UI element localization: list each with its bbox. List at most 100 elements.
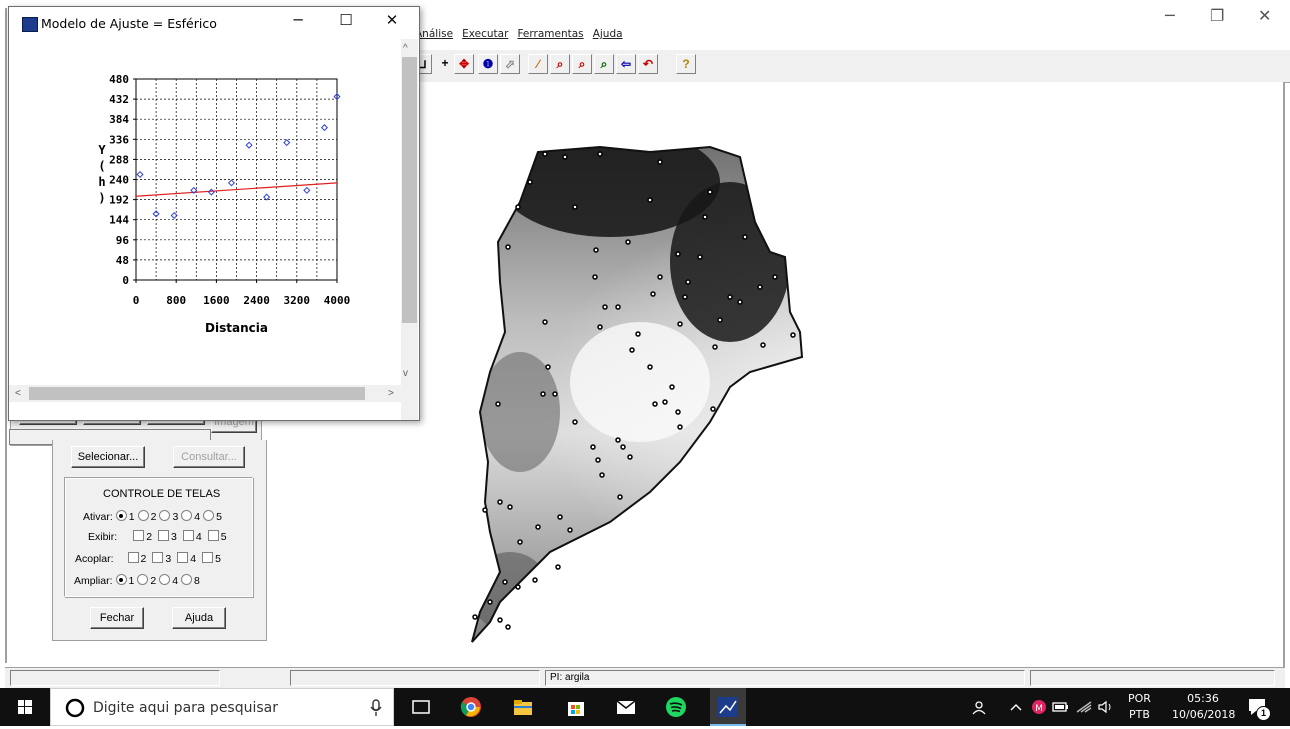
y-tick-label: 192 [109,194,129,207]
checkbox-acoplar-3[interactable] [152,552,164,563]
search-box[interactable]: Digite aqui para pesquisar [50,688,394,726]
checkbox-exibir-4[interactable] [182,530,194,541]
checkbox-acoplar-5[interactable] [202,552,214,563]
battery-icon[interactable] [1050,696,1072,718]
x-tick-label: 800 [166,294,186,307]
frame-title: CONTROLE DE TELAS [103,488,221,500]
crosshair-icon[interactable]: + [441,56,449,70]
y-axis-label: h [98,175,105,189]
exibir-row: Exibir: 2 3 4 5 [88,530,227,543]
mail-icon[interactable] [615,696,637,718]
spotify-icon[interactable] [665,696,687,718]
map-canvas[interactable] [410,82,1285,667]
zoom-in-icon[interactable]: ⌕ [550,54,570,74]
select-button[interactable]: Selecionar... [71,446,145,468]
maximize-icon[interactable]: ☐ [339,11,353,29]
radio-ativar-3[interactable] [159,510,171,521]
panel-help-button[interactable]: Ajuda [172,607,226,629]
notification-center[interactable]: 1 [1246,696,1271,721]
menu-ajuda[interactable]: Ajuda [592,28,623,40]
horizontal-scroll-thumb[interactable] [29,387,365,400]
radio-ampliar-4[interactable] [159,574,171,585]
scroll-left-icon[interactable]: < [15,388,21,399]
fit-model-dialog: Modelo de Ajuste = Esférico ─ ☐ ✕ 0 800 16… [8,6,420,421]
query-button[interactable]: Consultar... [173,446,245,468]
start-button[interactable] [0,688,50,726]
store-icon[interactable] [565,696,587,718]
checkbox-exibir-2[interactable] [133,530,145,541]
chrome-icon[interactable] [460,696,482,718]
checkbox-label: 2 [146,531,153,543]
data-point [333,93,341,101]
y-tick-label: 240 [109,174,129,187]
ampliar-row: Ampliar: 1 2 4 8 [74,574,200,587]
radio-ampliar-8[interactable] [181,574,193,585]
checkbox-exibir-3[interactable] [158,530,170,541]
close-icon[interactable]: ✕ [1258,6,1272,25]
scroll-up-icon[interactable]: ^ [403,43,408,54]
line-icon[interactable]: ∕ [528,54,548,74]
y-tick-label: 480 [109,73,129,86]
vertical-scroll-thumb[interactable] [402,57,417,323]
scroll-down-icon[interactable]: v [403,368,408,379]
menu-ferramentas[interactable]: Ferramentas [517,28,584,40]
task-view-icon[interactable] [410,696,432,718]
data-point [170,211,178,220]
people-icon[interactable] [970,696,992,718]
back-icon[interactable]: ⇦ [616,54,636,74]
checkbox-exibir-5[interactable] [207,530,219,541]
radio-ampliar-2[interactable] [137,574,149,585]
language-indicator[interactable]: POR PTB [1128,691,1151,723]
data-point [136,170,144,179]
antivirus-icon[interactable]: M [1028,696,1050,718]
radio-label: 3 [172,511,179,523]
close-icon[interactable]: ✕ [385,11,399,29]
y-axis-label: ( [98,159,105,173]
volume-icon[interactable] [1095,696,1117,718]
file-explorer-icon[interactable] [512,696,534,718]
checkbox-label: 5 [215,553,221,565]
wifi-icon[interactable] [1073,696,1095,718]
spring-taskbar-item[interactable] [710,688,746,726]
pointer-icon[interactable]: ⬀ [500,54,520,74]
radio-ativar-4[interactable] [181,510,193,521]
info-icon[interactable]: ❶ [478,54,498,74]
minimize-icon[interactable]: ─ [1165,6,1175,25]
y-tick-label: 336 [109,133,129,146]
checkbox-label: 3 [171,531,177,543]
minimize-icon[interactable]: ─ [293,11,303,29]
pan-icon[interactable]: ✥ [454,54,474,74]
exibir-label: Exibir: [88,531,118,543]
scroll-right-icon[interactable]: > [388,388,394,399]
map-outline [471,145,804,643]
checkbox-label: 3 [165,553,172,565]
radio-ativar-1[interactable] [115,510,127,521]
checkbox-label: 4 [195,531,202,543]
panel-close-button[interactable]: Fechar [90,607,144,629]
zoom-out-icon[interactable]: ⌕ [572,54,592,74]
microphone-icon[interactable] [369,699,383,717]
svg-text:M: M [1035,704,1043,714]
checkbox-acoplar-2[interactable] [127,552,139,563]
menu-executar[interactable]: Executar [462,28,509,40]
radio-ativar-5[interactable] [203,510,215,521]
resize-grip-icon[interactable] [401,385,418,420]
radio-ativar-2[interactable] [137,510,149,521]
data-point [263,193,271,201]
clock[interactable]: 05:36 10/06/2018 [1172,691,1235,723]
data-point [227,179,236,187]
lang-bottom: PTB [1129,708,1150,721]
radio-label: 4 [172,575,179,587]
window-border [5,8,7,663]
chevron-up-icon[interactable] [1005,696,1027,718]
restore-icon[interactable]: ❐ [1210,6,1225,25]
help-icon[interactable]: ? [676,54,696,74]
zoom-area-icon[interactable]: ⌕ [594,54,614,74]
undo-icon[interactable]: ↶ [638,54,658,74]
taskbar: Digite aqui para pesquisar M POR PTB 05:… [0,688,1290,726]
radio-ampliar-1[interactable] [115,574,127,585]
dialog-titlebar[interactable]: Modelo de Ajuste = Esférico ─ ☐ ✕ [9,7,419,39]
checkbox-acoplar-4[interactable] [177,552,189,563]
ampliar-label: Ampliar: [74,575,113,587]
menu-analise[interactable]: Análise [415,28,454,40]
